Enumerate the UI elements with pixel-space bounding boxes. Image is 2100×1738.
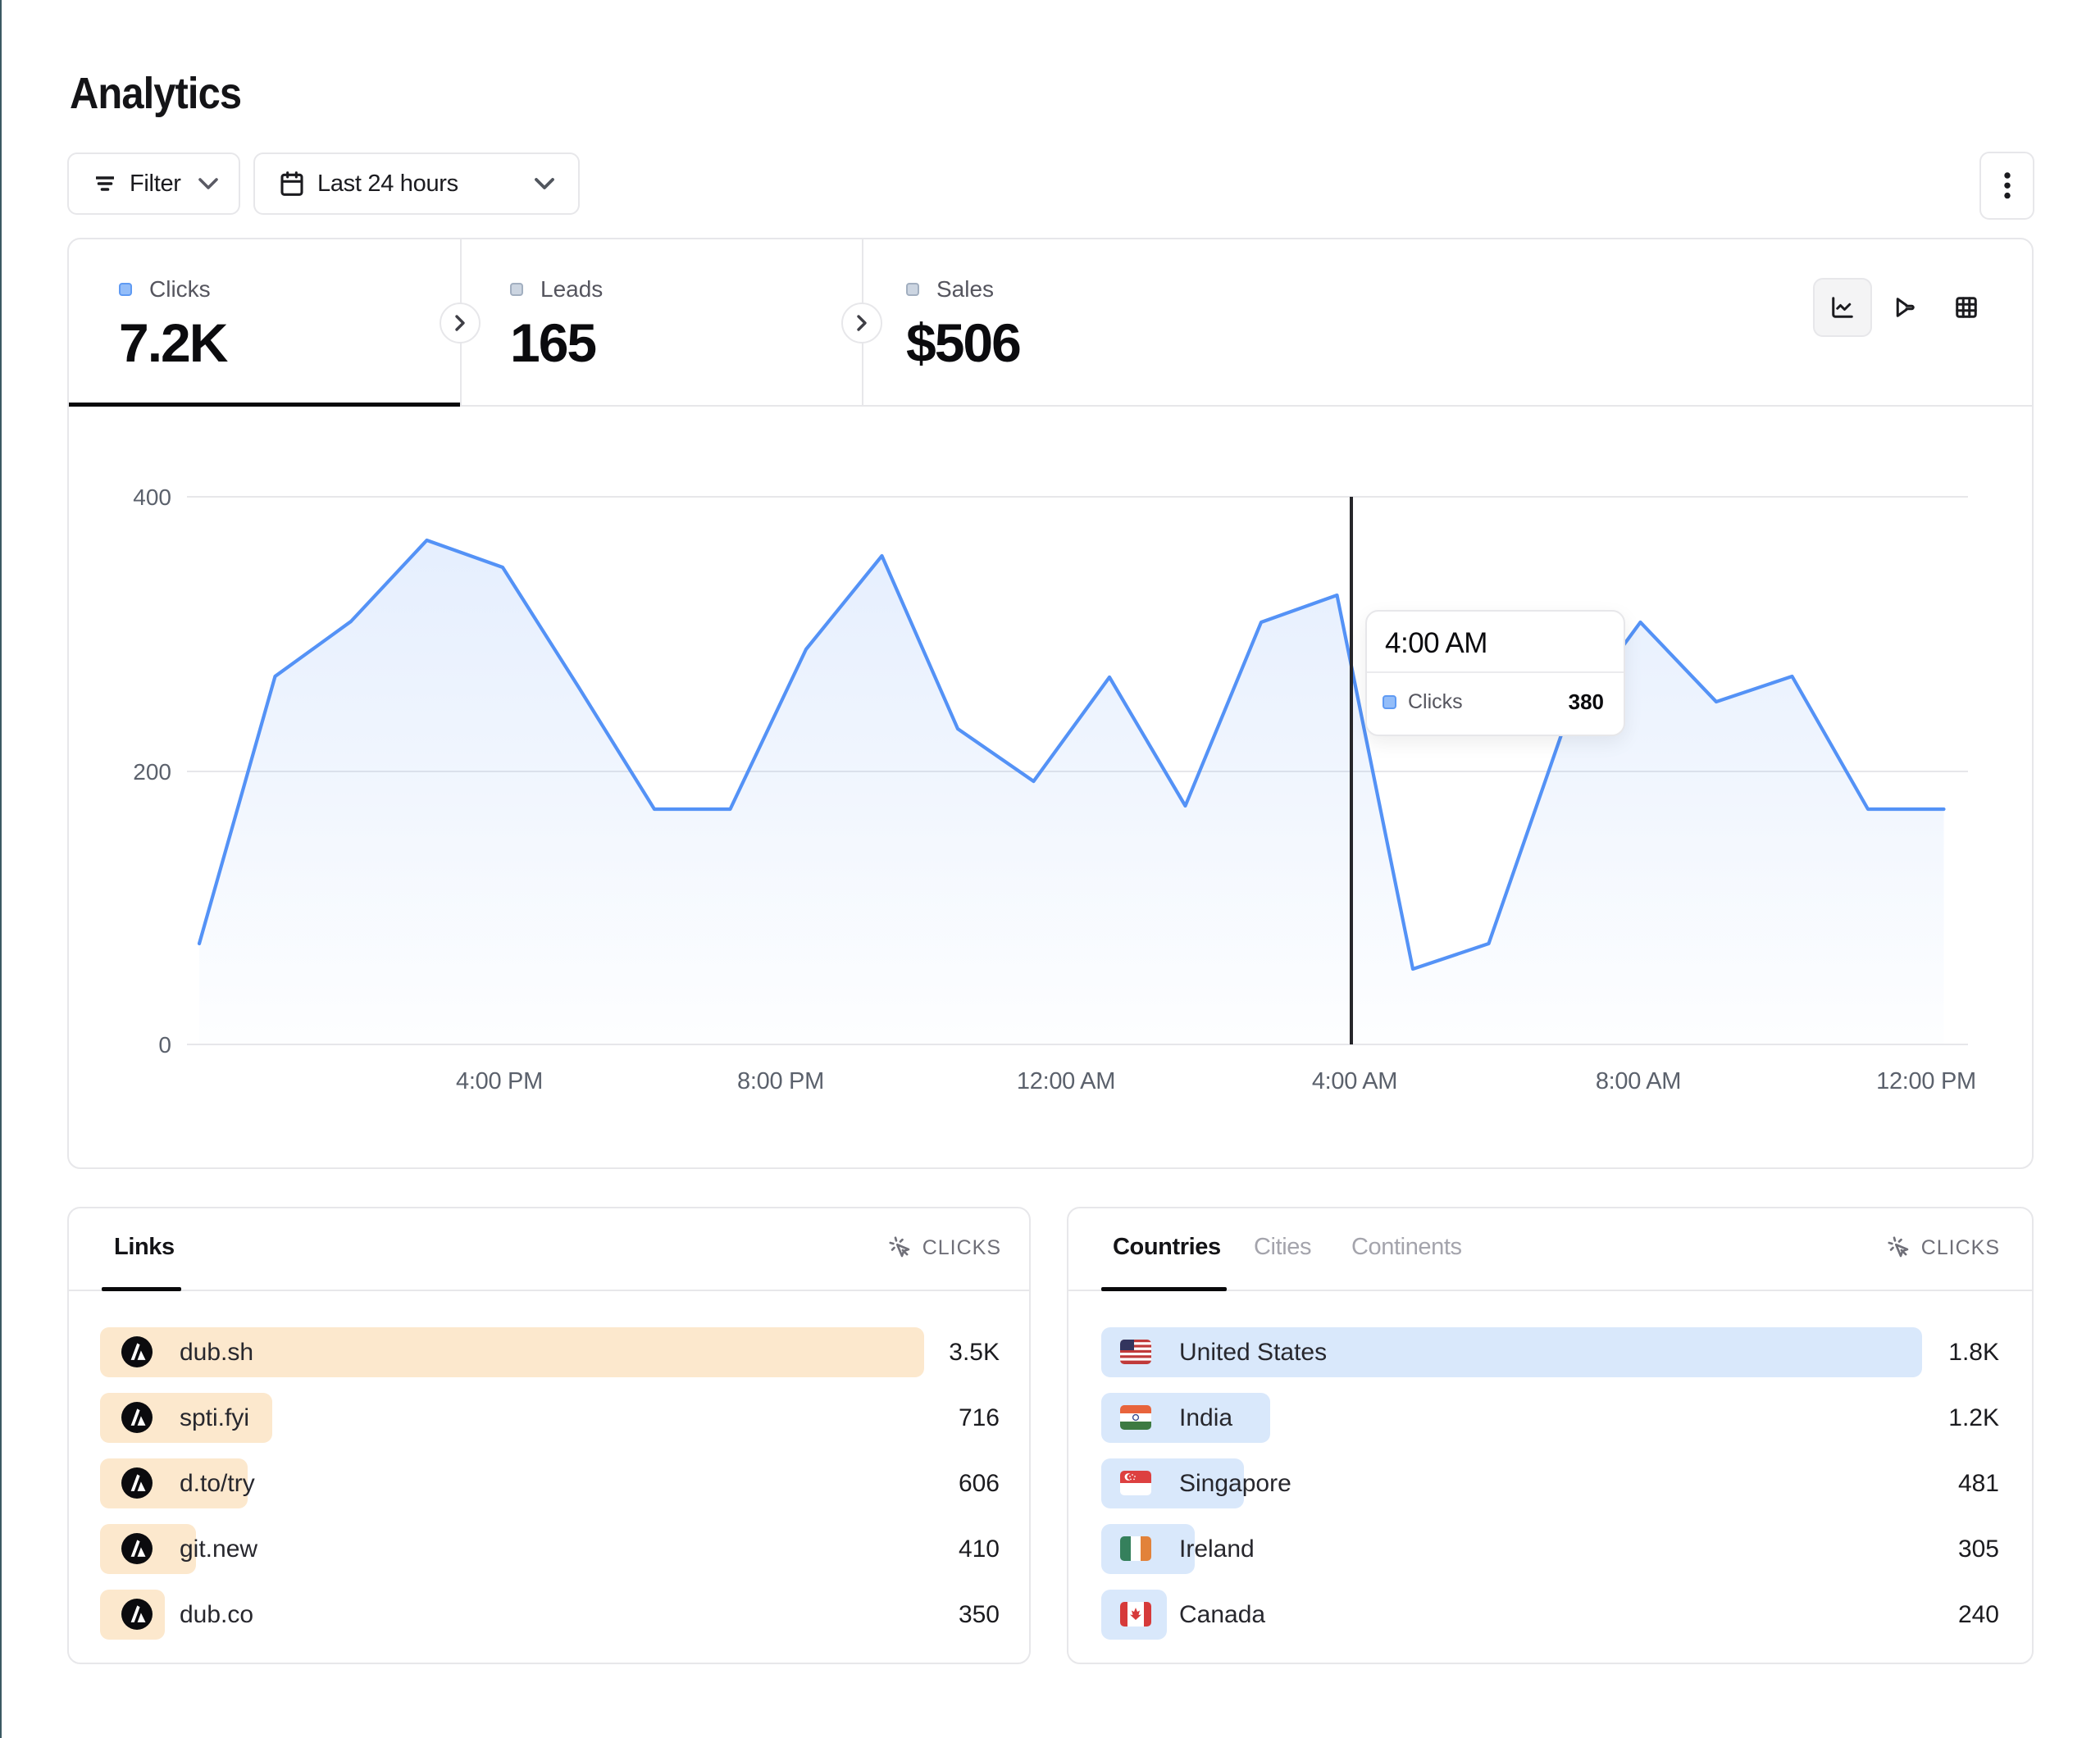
svg-text:400: 400 — [133, 485, 171, 510]
svg-text:12:00 PM: 12:00 PM — [1876, 1068, 1976, 1094]
svg-text:200: 200 — [133, 759, 171, 785]
svg-text:8:00 AM: 8:00 AM — [1596, 1068, 1681, 1094]
svg-text:12:00 AM: 12:00 AM — [1017, 1068, 1115, 1094]
svg-text:0: 0 — [158, 1032, 171, 1058]
svg-text:4:00 AM: 4:00 AM — [1312, 1068, 1397, 1094]
svg-text:8:00 PM: 8:00 PM — [737, 1068, 824, 1094]
svg-text:4:00 PM: 4:00 PM — [456, 1068, 543, 1094]
